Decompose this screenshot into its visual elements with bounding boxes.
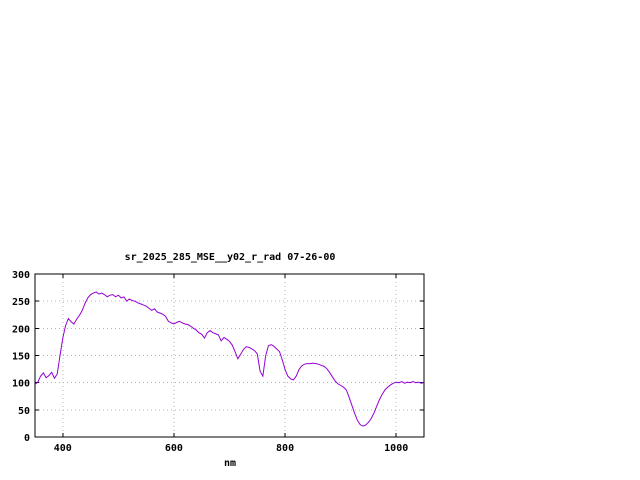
x-tick-label: 800 bbox=[276, 443, 294, 454]
y-tick-label: 150 bbox=[12, 352, 30, 363]
spectrum-line bbox=[34, 291, 425, 427]
y-tick-label: 250 bbox=[12, 297, 30, 308]
x-tick-label: 400 bbox=[54, 443, 72, 454]
y-tick-label: 100 bbox=[12, 379, 30, 390]
y-tick-label: 300 bbox=[12, 270, 30, 281]
y-tick-label: 0 bbox=[24, 433, 30, 444]
x-tick-label: 600 bbox=[165, 443, 183, 454]
y-tick-label: 50 bbox=[18, 406, 30, 417]
x-axis-label: nm bbox=[223, 458, 237, 469]
x-tick-label: 1000 bbox=[384, 443, 408, 454]
chart-title: sr_2025_285_MSE__y02_r_rad 07-26-00 bbox=[124, 252, 336, 263]
y-tick-label: 200 bbox=[12, 324, 30, 335]
plot-border bbox=[34, 273, 425, 438]
